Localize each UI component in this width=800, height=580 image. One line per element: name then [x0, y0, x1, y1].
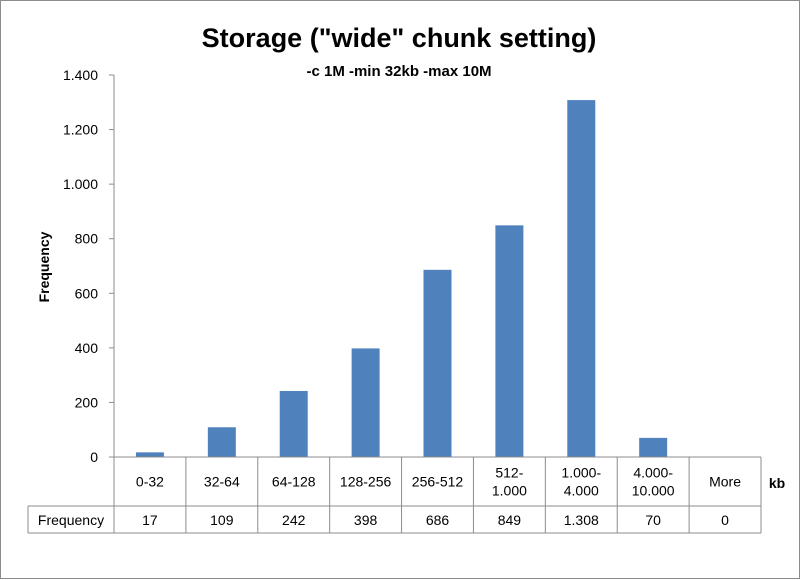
- data-label: 109: [210, 512, 234, 528]
- x-axis-label: kb: [769, 475, 785, 491]
- y-tick-label: 1.000: [63, 176, 98, 192]
- y-axis-label: Frequency: [36, 231, 52, 302]
- y-tick-label: 200: [75, 394, 99, 410]
- data-label: 242: [282, 512, 306, 528]
- bar: [351, 348, 380, 457]
- x-tick-label: 128-256: [340, 474, 392, 490]
- chart-title: Storage ("wide" chunk setting): [202, 23, 597, 53]
- y-tick-label: 1.200: [63, 122, 98, 138]
- y-tick-label: 1.400: [63, 67, 98, 83]
- bar: [495, 225, 524, 457]
- x-tick-label: 0-32: [136, 474, 164, 490]
- data-label: 398: [354, 512, 378, 528]
- x-tick-label: 1.000-: [561, 465, 601, 481]
- data-table: Frequency 0-32 17 32-64 109 64-128 242 128-256 3…: [27, 456, 762, 534]
- x-tick-label: 10.000: [632, 483, 675, 499]
- data-label: 0: [721, 512, 729, 528]
- x-tick-label: 1.000: [492, 483, 527, 499]
- y-tick-label: 0: [90, 449, 98, 465]
- bar: [423, 269, 452, 457]
- x-tick-label: 4.000: [564, 483, 599, 499]
- bar: [567, 100, 596, 458]
- x-tick-label: 512-: [495, 465, 523, 481]
- bar: [639, 437, 668, 457]
- table-row-label: Frequency: [38, 512, 104, 528]
- data-label: 686: [426, 512, 450, 528]
- chart-subtitle: -c 1M -min 32kb -max 10M: [306, 63, 491, 80]
- x-tick-label: 32-64: [204, 474, 240, 490]
- y-tick-label: 800: [75, 231, 99, 247]
- data-label: 849: [498, 512, 522, 528]
- bars: [135, 100, 668, 458]
- x-tick-label: 64-128: [272, 474, 316, 490]
- data-label: 17: [142, 512, 158, 528]
- x-tick-label: 256-512: [412, 474, 464, 490]
- y-tick-label: 400: [75, 340, 99, 356]
- x-tick-label: More: [709, 474, 741, 490]
- bar: [135, 452, 164, 457]
- bar: [279, 390, 308, 457]
- bar: [207, 427, 236, 457]
- x-tick-label: 4.000-: [633, 465, 673, 481]
- data-label: 70: [645, 512, 661, 528]
- data-label: 1.308: [564, 512, 599, 528]
- y-axis: 0 200 400 600 800 1.000 1.200 1.400: [63, 67, 115, 465]
- y-tick-label: 600: [75, 285, 99, 301]
